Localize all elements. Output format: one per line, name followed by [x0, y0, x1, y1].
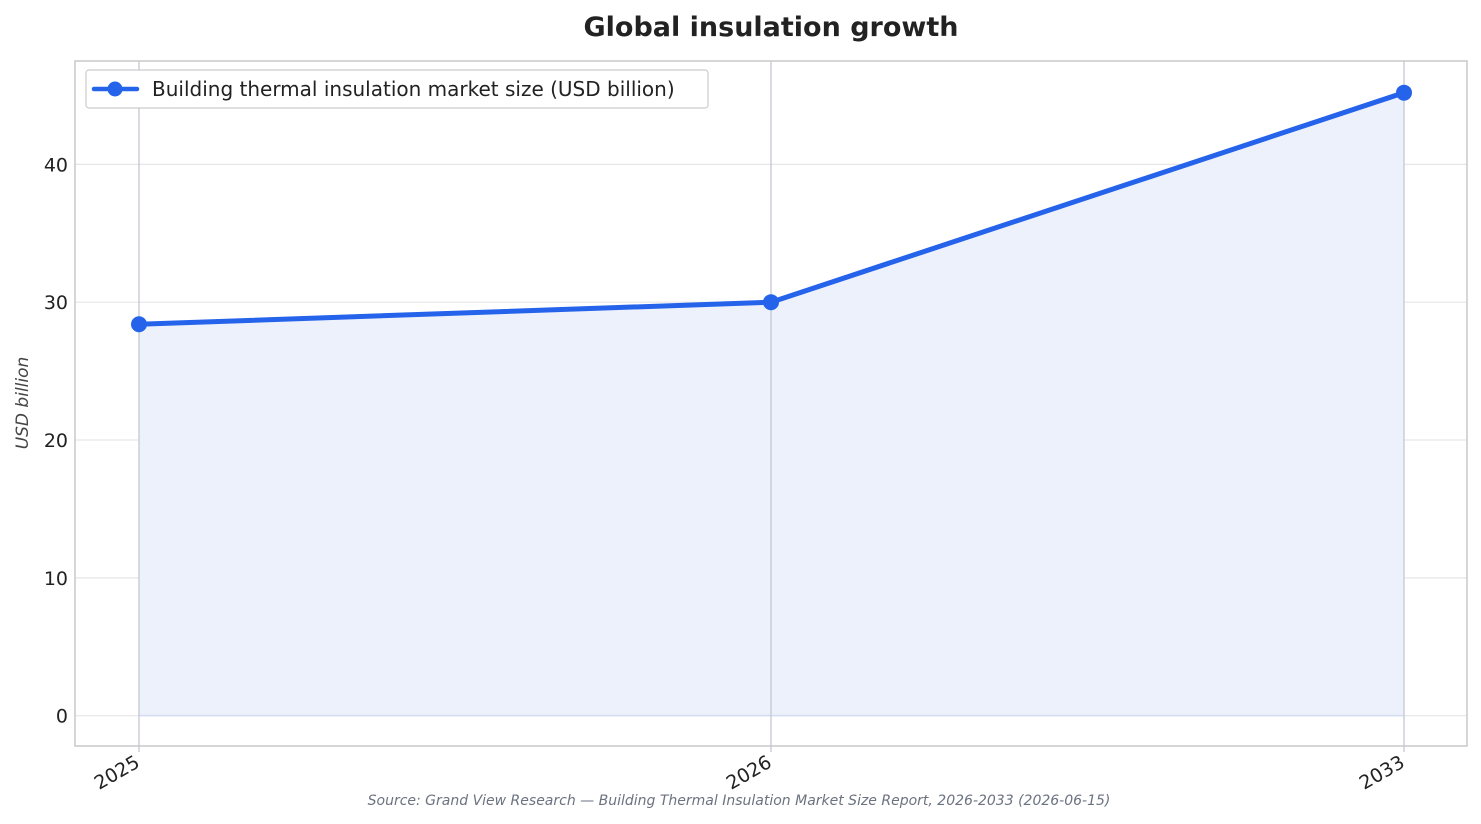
- source-note: Source: Grand View Research — Building T…: [368, 793, 1111, 809]
- y-tick-label: 10: [44, 568, 68, 590]
- data-points: [131, 84, 1412, 333]
- legend: Building thermal insulation market size …: [85, 69, 709, 109]
- y-tick-label: 0: [56, 706, 68, 728]
- y-tick-label: 20: [44, 430, 68, 452]
- legend-swatch-marker: [107, 81, 123, 97]
- data-point: [131, 316, 147, 333]
- y-axis-ticks: 0 10 20 30 40: [44, 154, 68, 727]
- y-tick-label: 40: [44, 154, 68, 176]
- data-point: [763, 294, 779, 311]
- legend-label: Building thermal insulation market size …: [152, 77, 675, 101]
- legend-box: [85, 69, 709, 109]
- y-axis-label: USD billion: [13, 357, 33, 450]
- data-point: [1396, 84, 1412, 101]
- y-tick-label: 30: [44, 292, 68, 314]
- chart-title: Global insulation growth: [583, 12, 958, 43]
- category-lines: [138, 61, 1405, 746]
